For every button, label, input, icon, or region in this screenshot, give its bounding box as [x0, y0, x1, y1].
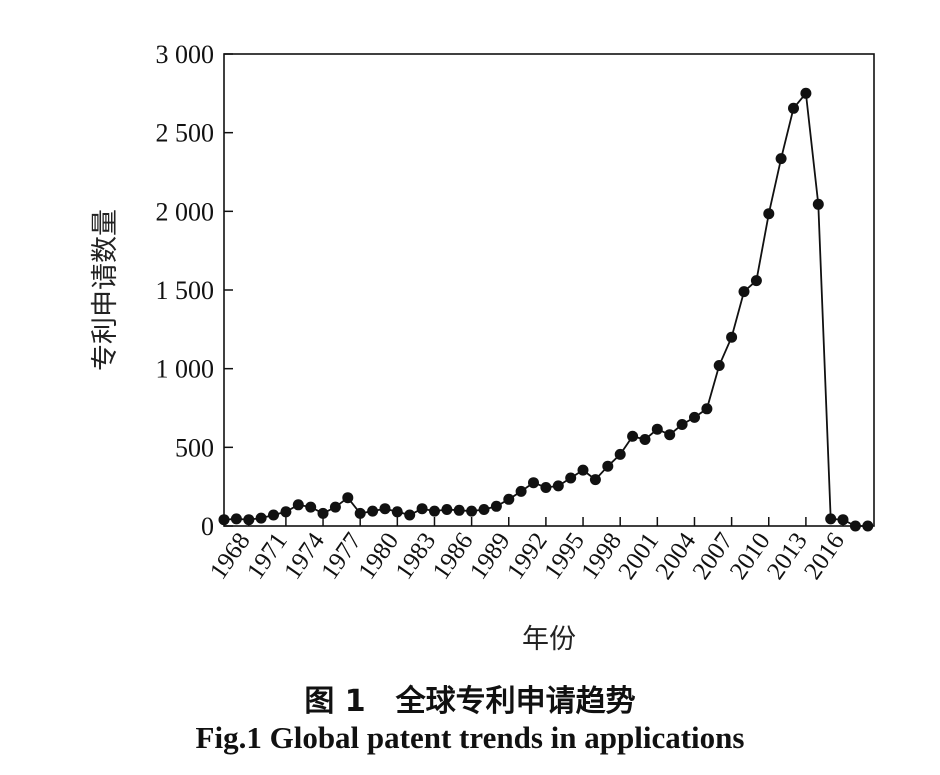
data-point: [862, 520, 874, 532]
data-point: [292, 499, 304, 511]
y-tick-label: 2 000: [156, 197, 215, 226]
x-tick-label: 1989: [465, 528, 516, 584]
data-point: [627, 430, 639, 442]
data-point: [812, 198, 824, 210]
x-tick-label: 1974: [279, 528, 330, 585]
y-tick-label: 1 000: [156, 355, 215, 384]
data-point: [726, 331, 738, 343]
data-point: [268, 509, 279, 521]
y-axis-title: 专利申请数量: [90, 209, 121, 371]
data-point: [453, 504, 465, 516]
data-point: [788, 102, 799, 114]
data-point: [429, 505, 440, 517]
data-point: [552, 480, 564, 492]
data-point: [478, 504, 490, 515]
y-axis: 0 500 1 000 1 500 2 000 2 500 3 000: [156, 40, 233, 541]
x-tick-label: 1986: [428, 528, 479, 584]
y-tick-label: 500: [175, 433, 214, 462]
data-point: [441, 504, 453, 515]
data-point: [676, 419, 688, 430]
data-point: [379, 503, 391, 515]
x-tick-label: 2007: [688, 528, 739, 584]
x-tick-label: 2004: [651, 528, 702, 585]
y-tick-label: 0: [201, 512, 214, 541]
data-point: [800, 87, 812, 99]
x-tick-label: 2001: [613, 528, 664, 584]
series-line: [223, 91, 868, 527]
data-point: [763, 208, 775, 220]
data-point: [367, 505, 379, 517]
x-axis-title: 年份: [522, 624, 576, 655]
data-point: [342, 492, 354, 504]
data-point: [639, 434, 651, 445]
data-point: [515, 485, 527, 497]
x-tick-label: 2013: [762, 528, 813, 584]
data-point: [701, 403, 713, 415]
data-point: [329, 501, 341, 513]
x-tick-label: 1983: [391, 528, 442, 584]
data-point: [490, 500, 502, 512]
plot-frame: [223, 53, 875, 527]
data-point: [689, 411, 700, 423]
x-tick-label: 1992: [502, 528, 553, 584]
x-tick-label: 2010: [725, 528, 776, 584]
data-point: [416, 503, 428, 515]
y-tick-label: 2 500: [156, 119, 215, 148]
data-point: [614, 448, 626, 460]
x-tick-label: 1980: [353, 528, 404, 584]
data-point: [589, 474, 601, 486]
x-tick-label: 1971: [242, 528, 293, 584]
patent-trend-chart: 0 500 1 000 1 500 2 000 2 500 3 000 1968197119…: [90, 40, 875, 655]
data-point: [280, 506, 292, 518]
data-point: [837, 514, 849, 526]
data-point: [404, 509, 416, 521]
data-point: [528, 477, 539, 489]
data-point: [577, 464, 589, 476]
y-tick-label: 3 000: [156, 40, 215, 69]
x-tick-label: 1998: [576, 528, 627, 584]
x-tick-label: 1995: [539, 528, 590, 584]
y-tick-label: 1 500: [156, 276, 215, 305]
data-point: [305, 501, 317, 513]
figure-caption-english: Fig.1 Global patent trends in applicatio…: [195, 720, 745, 755]
data-point: [354, 507, 366, 519]
data-point: [602, 460, 614, 472]
data-point: [466, 505, 478, 517]
x-tick-label: 1977: [316, 528, 367, 584]
series-points: [218, 87, 874, 532]
x-axis: 1968197119741977198019831986198919921995…: [205, 517, 850, 584]
data-point: [540, 482, 552, 493]
data-point: [750, 275, 762, 287]
data-point: [849, 520, 861, 532]
data-point: [503, 493, 515, 505]
data-point: [825, 513, 837, 525]
data-point: [243, 514, 255, 526]
data-point: [664, 429, 676, 441]
data-point: [775, 153, 787, 165]
data-point: [738, 286, 750, 298]
data-point: [255, 512, 267, 524]
data-point: [651, 423, 663, 435]
data-point: [218, 514, 230, 526]
data-point: [230, 513, 242, 525]
data-point: [565, 472, 577, 484]
data-point: [713, 360, 725, 371]
data-point: [391, 506, 403, 518]
figure-caption-chinese: 图 1 全球专利申请趋势: [304, 684, 636, 719]
x-tick-label: 2016: [799, 528, 850, 584]
data-point: [317, 507, 329, 519]
